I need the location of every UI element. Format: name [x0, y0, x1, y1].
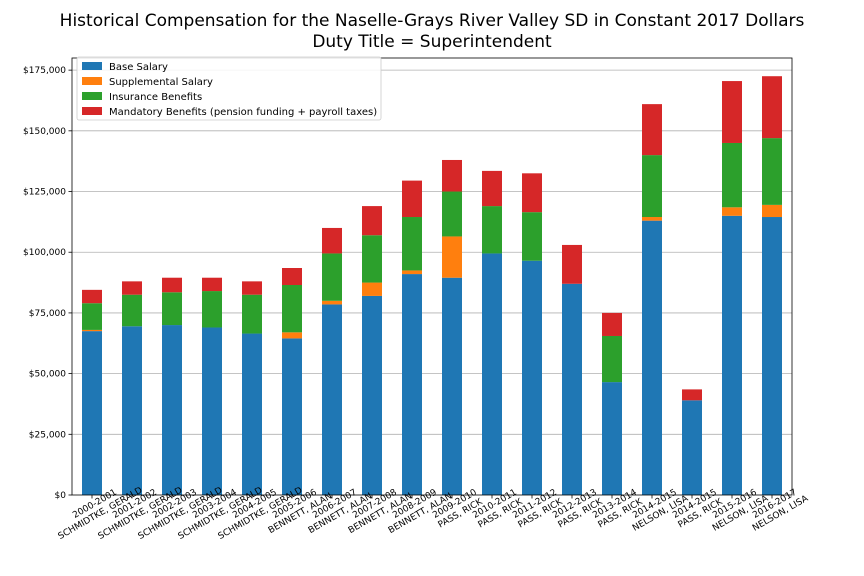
legend-swatch [82, 62, 102, 70]
bar-segment-base [602, 382, 622, 495]
bar-segment-insurance [762, 138, 782, 205]
legend-swatch [82, 107, 102, 115]
bar-segment-insurance [362, 235, 382, 283]
y-tick-label: $75,000 [29, 309, 66, 319]
y-tick-label: $150,000 [23, 127, 66, 137]
bar-segment-insurance [442, 191, 462, 237]
legend-swatch [82, 77, 102, 85]
bar-segment-mandatory [642, 104, 662, 156]
chart-subtitle: Duty Title = Superintendent [312, 32, 552, 52]
bar-segment-mandatory [402, 180, 422, 218]
y-tick-label: $50,000 [29, 370, 66, 380]
legend-label: Supplemental Salary [109, 77, 213, 88]
bar-segment-insurance [162, 292, 182, 326]
bar-segment-insurance [282, 284, 302, 333]
bar-segment-mandatory [682, 389, 702, 401]
legend-label: Base Salary [109, 62, 168, 73]
bar-segment-mandatory [482, 170, 502, 207]
bar-segment-insurance [82, 303, 102, 330]
bar-segment-base [162, 325, 182, 495]
bar-segment-insurance [522, 212, 542, 261]
bar-segment-mandatory [562, 244, 582, 284]
bar-segment-base [202, 327, 222, 495]
bar-segment-base [722, 215, 742, 496]
bar-segment-mandatory [202, 277, 222, 292]
bar-segment-base [402, 274, 422, 495]
bar-segment-mandatory [522, 173, 542, 213]
legend-label: Mandatory Benefits (pension funding + pa… [109, 107, 377, 118]
bar-segment-base [562, 283, 582, 495]
bar-segment-mandatory [242, 281, 262, 295]
bar-segment-base [122, 326, 142, 495]
bar-segment-insurance [722, 142, 742, 208]
chart-title: Historical Compensation for the Naselle-… [60, 11, 805, 31]
legend-box [76, 56, 382, 121]
bar-segment-base [762, 217, 782, 495]
bar-segment-supplemental [642, 217, 662, 221]
y-axis: $0 $25,000 $50,000 $75,000 $100,000 $125,000 $… [23, 66, 72, 501]
bar-segment-base [522, 260, 542, 495]
y-tick-label: $100,000 [23, 248, 66, 258]
bar-segment-base [442, 277, 462, 495]
y-tick-label: $25,000 [29, 430, 66, 440]
bar-segment-base [82, 331, 102, 495]
bar-segment-supplemental [282, 332, 302, 339]
bar-segment-supplemental [722, 207, 742, 216]
y-tick-label: $0 [55, 491, 67, 501]
legend: Base Salary Supplemental Salary Insurance … [76, 56, 382, 121]
bar-segment-base [642, 220, 662, 495]
plot-frame [71, 57, 793, 496]
bar-segment-supplemental [762, 204, 782, 218]
bar-segment-supplemental [442, 236, 462, 278]
bar-segment-mandatory [602, 312, 622, 336]
bar-segment-supplemental [402, 270, 422, 275]
bar-segment-mandatory [282, 268, 302, 285]
bar-segment-base [482, 253, 502, 495]
bar-segment-base [682, 400, 702, 495]
bar-segment-insurance [402, 217, 422, 271]
bar-segment-insurance [482, 206, 502, 254]
bar-segment-base [322, 304, 342, 495]
bar-segment-mandatory [82, 289, 102, 304]
bar-segment-mandatory [362, 206, 382, 236]
bar-segment-insurance [202, 291, 222, 328]
bar-segment-supplemental [362, 282, 382, 296]
bar-segment-mandatory [762, 76, 782, 139]
bar-segment-mandatory [322, 227, 342, 254]
bar-segment-mandatory [122, 281, 142, 295]
legend-swatch [82, 92, 102, 100]
bar-segment-insurance [642, 155, 662, 218]
y-tick-label: $175,000 [23, 66, 66, 76]
bar-segment-insurance [122, 294, 142, 327]
bar-area [82, 76, 782, 496]
y-tick-label: $125,000 [23, 188, 66, 198]
bar-segment-supplemental [82, 329, 102, 332]
legend-label: Insurance Benefits [109, 92, 202, 103]
bar-segment-base [282, 338, 302, 495]
bar-segment-mandatory [442, 159, 462, 192]
bar-segment-insurance [602, 335, 622, 383]
bar-segment-base [362, 295, 382, 495]
bar-segment-supplemental [322, 300, 342, 305]
bar-segment-insurance [322, 253, 342, 301]
bar-segment-insurance [242, 294, 262, 334]
bar-segment-base [242, 333, 262, 495]
bar-segment-mandatory [162, 277, 182, 293]
bar-segment-mandatory [722, 81, 742, 143]
